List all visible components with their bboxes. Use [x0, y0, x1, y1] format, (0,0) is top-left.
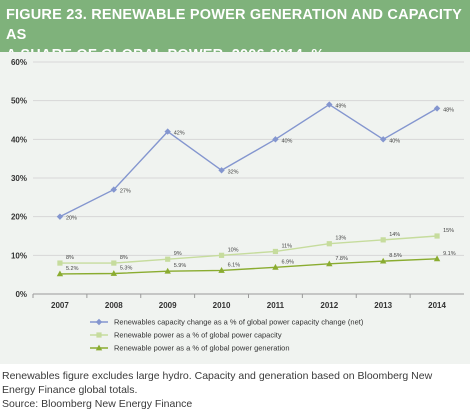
legend-marker [96, 332, 102, 338]
chart-title-line-1: FIGURE 23. RENEWABLE POWER GENERATION AN… [6, 7, 462, 43]
data-point [164, 267, 171, 274]
data-point [56, 270, 64, 277]
data-point [272, 248, 279, 255]
x-tick-label: 2009 [159, 301, 177, 310]
data-label: 9% [174, 251, 182, 257]
y-tick-label: 60% [11, 58, 27, 67]
data-point [326, 241, 332, 247]
data-label: 9.1% [443, 251, 456, 257]
data-point [272, 263, 279, 270]
data-point [218, 267, 225, 273]
legend-entry: Renewables capacity change as a % of glo… [114, 318, 364, 327]
data-label: 14% [389, 232, 400, 238]
data-point [57, 260, 63, 266]
data-point [110, 186, 118, 193]
data-label: 15% [443, 228, 454, 234]
data-point [434, 233, 440, 239]
title-banner: FIGURE 23. RENEWABLE POWER GENERATION AN… [0, 0, 470, 63]
data-label: 7.8% [335, 256, 348, 262]
y-tick-label: 0% [15, 290, 27, 299]
legend-entry: Renewable power as a % of global power c… [114, 331, 282, 340]
data-point [326, 101, 333, 108]
data-label: 32% [228, 169, 239, 175]
data-point [433, 105, 441, 112]
x-tick-label: 2013 [374, 301, 392, 310]
data-point [433, 255, 441, 262]
x-tick-label: 2011 [267, 301, 285, 310]
data-point [56, 213, 64, 220]
data-label: 20% [66, 216, 77, 222]
data-label: 42% [174, 131, 185, 137]
data-point [379, 257, 387, 264]
data-point [111, 260, 117, 266]
x-tick-label: 2014 [428, 301, 446, 310]
data-label: 13% [335, 236, 346, 242]
data-label: 5.2% [66, 266, 79, 272]
data-point [272, 136, 279, 143]
y-tick-label: 40% [11, 135, 27, 144]
data-point [165, 256, 171, 262]
data-label: 49% [335, 104, 346, 110]
line-chart: 0% 10% 20% 30% 40% 50% 60% 2007 2008 2009 2010 2011… [11, 58, 464, 353]
data-label: 8.5% [389, 253, 402, 259]
data-point [164, 128, 171, 135]
data-point [110, 270, 118, 276]
y-tick-label: 20% [11, 213, 27, 222]
legend-entry: Renewable power as a % of global power g… [114, 344, 290, 353]
data-label: 8% [66, 255, 74, 261]
series-line-1 [59, 103, 438, 218]
data-label: 10% [228, 247, 239, 253]
data-point [218, 167, 225, 174]
data-label: 5.9% [174, 263, 187, 269]
data-point [218, 252, 225, 258]
footnote: Renewables figure excludes large hydro. … [2, 370, 433, 396]
y-tick-label: 10% [11, 251, 27, 260]
y-tick-label: 30% [11, 174, 27, 183]
series-line-3 [59, 258, 438, 275]
data-label: 27% [120, 189, 131, 195]
y-tick-label: 50% [11, 97, 27, 106]
data-label: 8% [120, 255, 128, 261]
data-label: 11% [281, 243, 292, 249]
data-point [379, 136, 387, 143]
x-tick-label: 2007 [51, 301, 69, 310]
data-point [380, 237, 386, 243]
source-note: Source: Bloomberg New Energy Finance [2, 398, 193, 410]
data-label: 5.3% [120, 266, 133, 272]
x-tick-label: 2008 [105, 301, 123, 310]
data-label: 40% [281, 138, 292, 144]
legend-marker [95, 318, 103, 326]
data-point [326, 260, 333, 267]
x-tick-label: 2012 [320, 301, 338, 310]
legend-marker [95, 344, 103, 351]
x-tick-label: 2010 [213, 301, 231, 310]
data-label: 40% [389, 138, 400, 144]
series-line-2 [59, 235, 438, 264]
data-label: 48% [443, 107, 454, 113]
data-label: 6.1% [228, 262, 241, 268]
data-label: 6.9% [281, 259, 294, 265]
